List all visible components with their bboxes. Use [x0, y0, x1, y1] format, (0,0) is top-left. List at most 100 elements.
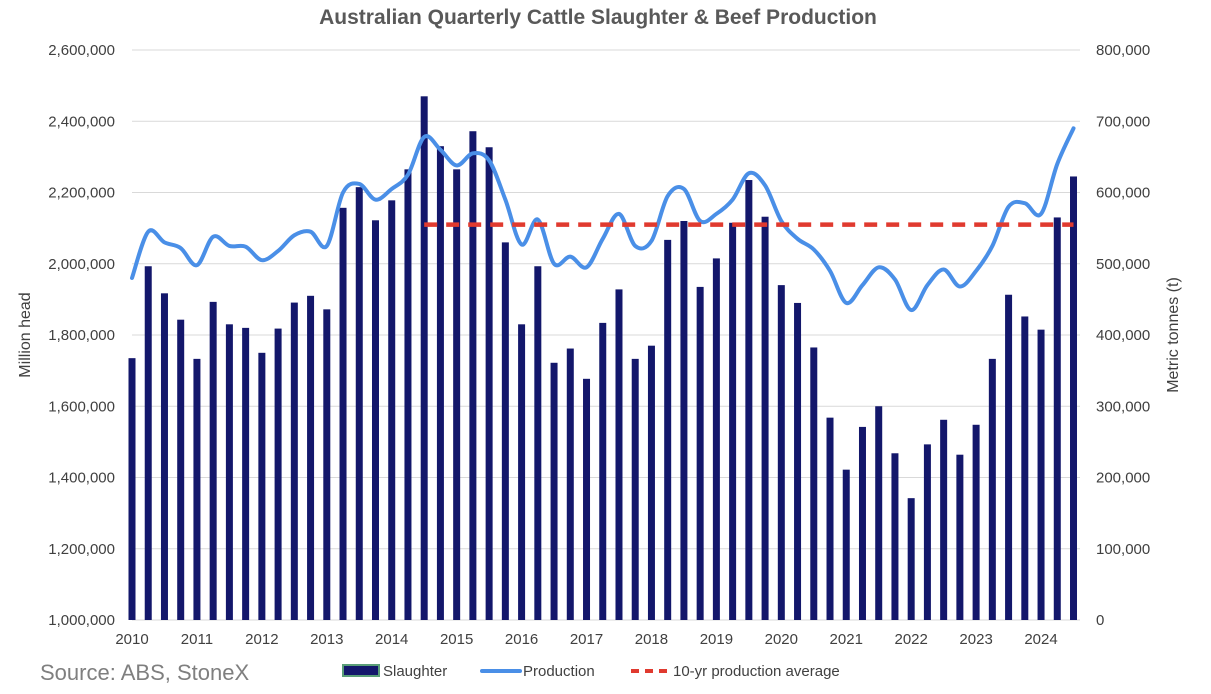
slaughter-bar — [371, 220, 379, 620]
slaughter-bar — [907, 498, 915, 620]
legend-label-slaughter: Slaughter — [383, 663, 447, 680]
slaughter-bar — [566, 348, 574, 620]
slaughter-bar — [160, 293, 168, 620]
slaughter-bar — [875, 406, 883, 620]
y-right-tick-label: 200,000 — [1096, 470, 1150, 487]
y-left-tick-label: 1,000,000 — [48, 612, 115, 629]
slaughter-bar — [794, 302, 802, 620]
y-left-tick-label: 2,200,000 — [48, 185, 115, 202]
slaughter-bar — [469, 131, 477, 620]
y-left-tick-label: 2,600,000 — [48, 42, 115, 59]
x-tick-label: 2020 — [765, 631, 798, 648]
x-tick-label: 2010 — [115, 631, 148, 648]
y-right-tick-label: 600,000 — [1096, 185, 1150, 202]
slaughter-bar — [1053, 217, 1061, 620]
slaughter-bar — [274, 328, 282, 620]
slaughter-bar — [696, 286, 704, 620]
x-tick-label: 2011 — [181, 631, 213, 648]
slaughter-bar — [388, 200, 396, 620]
y-left-tick-label: 2,000,000 — [48, 256, 115, 273]
slaughter-bar — [534, 266, 542, 620]
slaughter-bar — [777, 285, 785, 620]
slaughter-bar — [988, 358, 996, 620]
y-left-tick-label: 1,200,000 — [48, 541, 115, 558]
slaughter-bar — [290, 302, 298, 620]
slaughter-bar — [436, 146, 444, 620]
y-left-tick-label: 1,800,000 — [48, 327, 115, 344]
x-tick-label: 2019 — [700, 631, 733, 648]
slaughter-bar — [891, 453, 899, 620]
slaughter-bar — [225, 324, 233, 620]
slaughter-bar — [583, 378, 591, 620]
slaughter-bar — [923, 444, 931, 620]
chart-title: Australian Quarterly Cattle Slaughter & … — [319, 6, 877, 29]
slaughter-bar — [404, 169, 412, 620]
slaughter-bar — [599, 322, 607, 620]
y-right-tick-label: 500,000 — [1096, 256, 1150, 273]
x-tick-label: 2021 — [830, 631, 863, 648]
slaughter-bar — [355, 187, 363, 620]
slaughter-bar — [323, 309, 331, 620]
slaughter-bar — [761, 216, 769, 620]
slaughter-bar — [956, 454, 964, 620]
x-tick-label: 2017 — [570, 631, 603, 648]
y-right-tick-label: 400,000 — [1096, 327, 1150, 344]
slaughter-bar — [712, 258, 720, 620]
x-tick-label: 2014 — [375, 631, 408, 648]
x-tick-label: 2022 — [894, 631, 927, 648]
slaughter-bar — [1037, 329, 1045, 620]
legend-label-average: 10-yr production average — [673, 663, 840, 680]
slaughter-bar — [615, 289, 623, 620]
x-tick-label: 2013 — [310, 631, 343, 648]
y-right-tick-label: 300,000 — [1096, 398, 1150, 415]
slaughter-bar — [518, 324, 526, 620]
legend: Slaughter Production 10-yr production av… — [342, 663, 840, 680]
slaughter-bar — [1021, 316, 1029, 620]
x-tick-label: 2023 — [959, 631, 992, 648]
slaughter-bar — [729, 222, 737, 620]
slaughter-bar — [550, 362, 558, 620]
slaughter-bar — [485, 147, 493, 620]
x-tick-label: 2015 — [440, 631, 473, 648]
slaughter-bar — [209, 301, 217, 620]
legend-label-production: Production — [523, 663, 595, 680]
slaughter-bar — [826, 417, 834, 620]
slaughter-bar — [307, 295, 315, 620]
slaughter-bar — [745, 180, 753, 620]
slaughter-bar — [842, 469, 850, 620]
production-line — [130, 126, 1076, 313]
slaughter-bar — [420, 96, 428, 620]
slaughter-bar — [193, 358, 201, 620]
y-right-tick-label: 800,000 — [1096, 42, 1150, 59]
slaughter-bar — [680, 221, 688, 620]
slaughter-bar — [339, 207, 347, 620]
y-left-tick-label: 1,400,000 — [48, 470, 115, 487]
slaughter-bar — [144, 266, 152, 620]
legend-swatch-slaughter — [342, 664, 380, 677]
slaughter-bar — [858, 426, 866, 620]
x-tick-label: 2016 — [505, 631, 538, 648]
slaughter-bar — [501, 242, 509, 620]
y-left-tick-label: 2,400,000 — [48, 113, 115, 130]
slaughter-bar — [258, 352, 266, 620]
slaughter-bars — [128, 96, 1078, 620]
axes: 1,000,000 0 1,200,000 100,000 1,400,000 200,0… — [48, 42, 1150, 648]
slaughter-bar — [631, 358, 639, 620]
y-right-tick-label: 100,000 — [1096, 541, 1150, 558]
slaughter-bar — [647, 345, 655, 620]
slaughter-bar — [664, 239, 672, 620]
y-left-tick-label: 1,600,000 — [48, 398, 115, 415]
x-tick-label: 2024 — [1024, 631, 1057, 648]
left-axis-title: Million head — [17, 292, 34, 377]
x-tick-label: 2018 — [635, 631, 668, 648]
slaughter-bar — [128, 358, 136, 620]
slaughter-bar — [242, 327, 250, 620]
line-series — [130, 126, 1076, 313]
slaughter-bar — [1070, 176, 1078, 620]
slaughter-bar — [1005, 294, 1013, 620]
y-right-tick-label: 700,000 — [1096, 113, 1150, 130]
slaughter-bar — [177, 319, 185, 620]
slaughter-bar — [810, 347, 818, 620]
slaughter-bar — [453, 169, 461, 620]
